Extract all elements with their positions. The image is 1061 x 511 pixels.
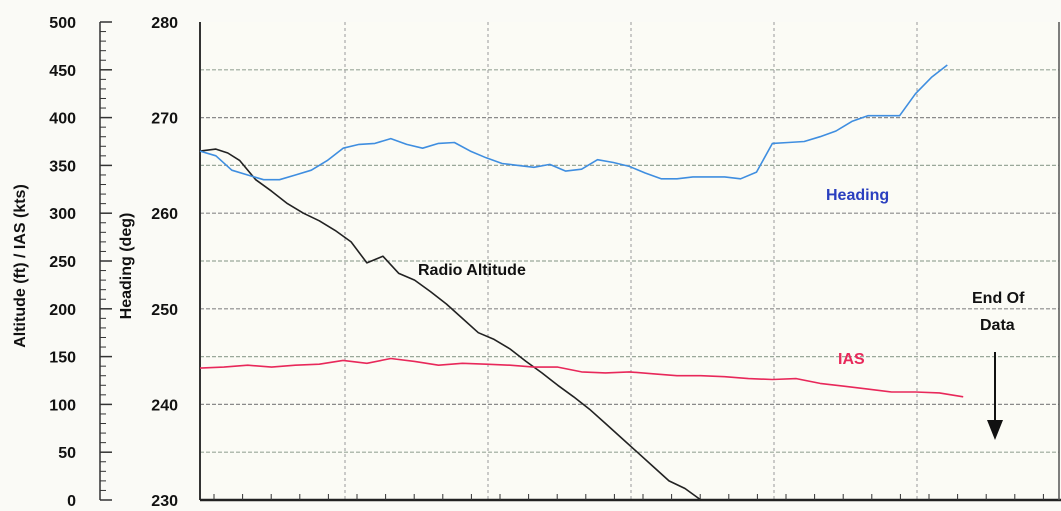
heading-label: Heading (826, 187, 889, 204)
left-tick-label: 350 (49, 158, 76, 175)
heading-tick-label: 270 (151, 111, 178, 128)
left-tick-label: 0 (67, 493, 76, 510)
left-axis-title: Altitude (ft) / IAS (kts) (12, 184, 29, 348)
left-tick-label: 250 (49, 254, 76, 271)
left-tick-label: 450 (49, 63, 76, 80)
ias-label: IAS (838, 351, 865, 368)
end-of-data-arrow-head (987, 420, 1003, 440)
left-tick-label: 400 (49, 111, 76, 128)
series-layer (199, 64, 964, 501)
end-of-data-label-line1: End Of (972, 290, 1025, 307)
heading-tick-label: 250 (151, 302, 178, 319)
radio-altitude-line (199, 148, 702, 501)
heading-line (199, 64, 948, 181)
end-of-data-label-line2: Data (980, 317, 1015, 334)
left-tick-label: 150 (49, 350, 76, 367)
heading-tick-label: 240 (151, 397, 178, 414)
left-tick-label: 100 (49, 397, 76, 414)
left-tick-label: 300 (49, 206, 76, 223)
radio-altitude-label: Radio Altitude (418, 262, 526, 279)
left-tick-label: 500 (49, 15, 76, 32)
heading-tick-label: 260 (151, 206, 178, 223)
heading-tick-label: 230 (151, 493, 178, 510)
left-tick-label: 200 (49, 302, 76, 319)
left-axis-ticks (100, 21, 112, 501)
left-tick-label: 50 (58, 445, 76, 462)
heading-axis-tick-labels: 280 270 260 250 240 230 (151, 15, 178, 510)
heading-tick-label: 280 (151, 15, 178, 32)
heading-axis-title: Heading (deg) (118, 213, 135, 320)
x-minor-ticks (213, 494, 1044, 500)
ias-line (199, 357, 964, 398)
grid (200, 22, 1059, 500)
